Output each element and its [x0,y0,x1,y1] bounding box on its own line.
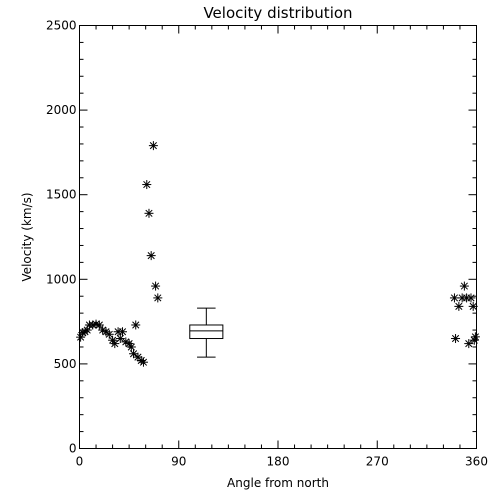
data-points [76,141,480,367]
data-point [146,251,156,261]
x-tick-label: 0 [76,455,84,469]
y-tick-label: 2500 [46,19,77,33]
data-point [459,281,469,291]
x-tick-label: 90 [171,455,186,469]
x-tick-label: 180 [267,455,290,469]
data-point [151,281,161,291]
y-tick-label: 0 [69,442,77,456]
data-point [144,208,154,218]
x-tick-label: 360 [465,455,488,469]
data-point [148,141,158,151]
y-tick-label: 1000 [46,272,77,286]
y-tick-label: 1500 [46,188,77,202]
x-tick-label: 270 [366,455,389,469]
data-point [138,357,148,367]
data-point [126,342,136,352]
data-point [454,301,464,311]
x-axis-label: Angle from north [227,476,329,490]
box-iqr [189,324,224,340]
data-point [451,334,461,344]
data-point [470,332,480,342]
y-axis-label: Velocity (km/s) [20,192,34,281]
data-point [464,339,474,349]
data-point [153,293,163,303]
data-point [142,180,152,190]
y-tick-label: 2000 [46,103,77,117]
tick-labels: 0 90 180 270 360 0 500 1000 1500 2000 2500 [46,19,488,469]
data-point [131,320,141,330]
y-tick-label: 500 [54,357,77,371]
plot-frame [79,25,477,449]
data-point [118,327,128,337]
data-point [94,320,104,330]
data-point [466,293,476,303]
data-point [115,334,125,344]
data-point [449,293,459,303]
data-point [468,301,478,311]
axis-ticks [79,25,477,449]
data-point [129,349,139,359]
chart-title: Velocity distribution [203,4,352,22]
box-plot [189,307,224,358]
